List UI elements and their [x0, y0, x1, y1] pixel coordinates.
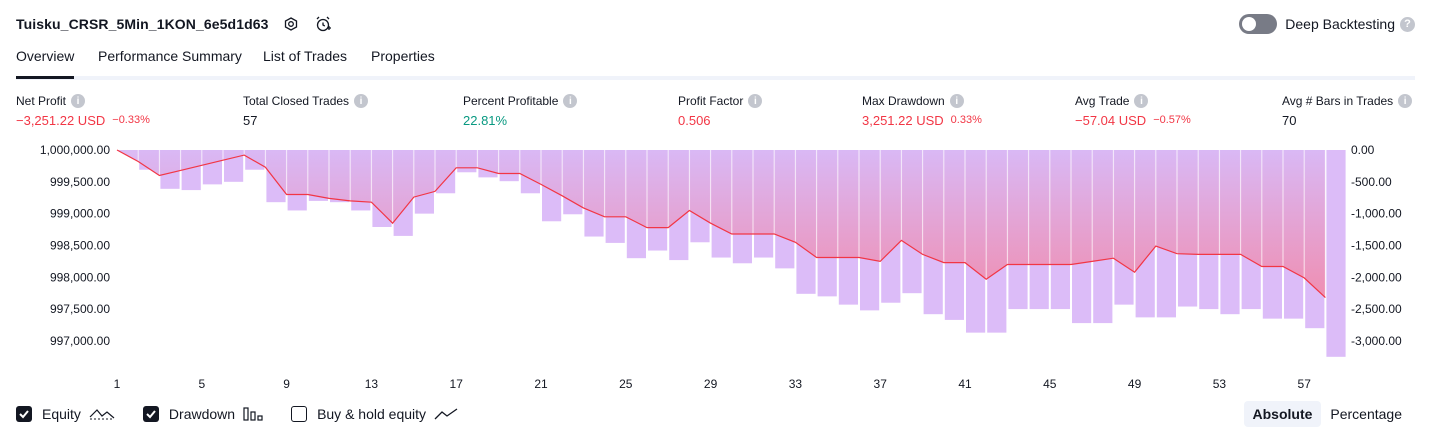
metric-avg-bars: Avg # Bars in Trades i 70	[1282, 92, 1413, 130]
right-tick-label: -1,000.00	[1351, 207, 1402, 221]
left-tick-label: 997,000.00	[50, 334, 110, 348]
metrics-row: Net Profit i −3,251.22 USD −0.33% Total Cl…	[0, 92, 1431, 132]
metric-label: Total Closed Trades	[243, 94, 350, 108]
deep-backtesting: Deep Backtesting ?	[1239, 12, 1415, 36]
metric-max-drawdown: Max Drawdown i 3,251.22 USD 0.33%	[862, 92, 982, 130]
tab-properties[interactable]: Properties	[371, 48, 435, 64]
equity-area	[117, 150, 1326, 298]
metric-value: 22.81%	[463, 112, 508, 128]
info-icon[interactable]: i	[563, 94, 578, 108]
metric-value: −57.04 USD	[1075, 112, 1147, 128]
deep-backtesting-toggle[interactable]	[1239, 14, 1278, 34]
right-tick-label: -2,000.00	[1351, 270, 1402, 284]
info-icon[interactable]: i	[354, 94, 369, 108]
right-tick-label: -500.00	[1351, 175, 1392, 189]
strategy-title: Tuisku_CRSR_5Min_1KON_6e5d1d63	[16, 16, 269, 32]
drawdown-bar	[1326, 150, 1346, 357]
x-axis: 1 5 9 13 17 21 25 29 33 37 41 45 49 53 57	[114, 377, 1312, 390]
left-tick-label: 1,000,000.00	[40, 143, 110, 157]
info-icon[interactable]: i	[71, 94, 86, 108]
right-axis: 0.00 -500.00 -1,000.00 -1,500.00 -2,000.00 -2…	[1351, 143, 1402, 348]
x-tick-label: 17	[450, 377, 464, 390]
metric-label: Avg # Bars in Trades	[1282, 94, 1394, 108]
left-axis: 1,000,000.00 999,500.00 999,000.00 998,500.…	[40, 143, 110, 348]
tab-overview[interactable]: Overview	[16, 48, 75, 79]
metric-net-profit: Net Profit i −3,251.22 USD −0.33%	[16, 92, 150, 130]
tab-performance-summary[interactable]: Performance Summary	[98, 48, 242, 64]
metric-percent-profitable: Percent Profitable i 22.81%	[463, 92, 578, 130]
metric-percent: −0.33%	[112, 114, 150, 126]
right-tick-label: -3,000.00	[1351, 334, 1402, 348]
legend-label: Equity	[42, 406, 81, 422]
left-tick-label: 998,500.00	[50, 238, 110, 252]
equity-series	[116, 149, 1326, 299]
tab-list-of-trades[interactable]: List of Trades	[263, 48, 348, 64]
x-tick-label: 45	[1043, 377, 1057, 390]
chart-legend: Equity Drawdown Buy & hold equity	[16, 403, 486, 425]
help-icon[interactable]: ?	[1400, 16, 1415, 32]
right-tick-label: -2,500.00	[1351, 302, 1402, 316]
deep-backtesting-label: Deep Backtesting	[1285, 16, 1395, 32]
info-icon[interactable]: i	[949, 94, 964, 108]
x-tick-label: 33	[789, 377, 803, 390]
toggle-knob	[1242, 17, 1257, 31]
metric-label: Profit Factor	[678, 94, 744, 108]
x-tick-label: 53	[1213, 377, 1227, 390]
metric-value: 3,251.22 USD	[862, 112, 944, 128]
x-tick-label: 1	[114, 377, 121, 390]
metric-value: −3,251.22 USD	[16, 112, 106, 128]
x-tick-label: 57	[1298, 377, 1312, 390]
x-tick-label: 25	[619, 377, 633, 390]
mode-percentage-button[interactable]: Percentage	[1330, 406, 1402, 422]
x-tick-label: 29	[704, 377, 718, 390]
equity-drawdown-chart[interactable]: 1,000,000.00 999,500.00 999,000.00 998,500.…	[0, 140, 1431, 390]
checkbox-checked-icon[interactable]	[16, 406, 32, 422]
x-tick-label: 37	[874, 377, 888, 390]
info-icon[interactable]: i	[748, 94, 763, 108]
checkbox-unchecked-icon[interactable]	[291, 406, 308, 422]
report-header: Tuisku_CRSR_5Min_1KON_6e5d1d63	[16, 12, 333, 36]
right-tick-label: 0.00	[1351, 143, 1375, 157]
left-tick-label: 999,500.00	[50, 175, 110, 189]
metric-avg-trade: Avg Trade i −57.04 USD −0.57%	[1075, 92, 1191, 130]
alert-add-icon[interactable]	[313, 14, 333, 34]
x-tick-label: 21	[534, 377, 548, 390]
x-tick-label: 9	[283, 377, 290, 390]
legend-buy-hold[interactable]: Buy & hold equity	[291, 406, 458, 422]
right-tick-label: -1,500.00	[1351, 238, 1402, 252]
info-icon[interactable]: i	[1398, 94, 1413, 108]
info-icon[interactable]: i	[1134, 94, 1149, 108]
x-tick-label: 41	[958, 377, 972, 390]
metric-value: 70	[1282, 112, 1297, 128]
metric-value: 57	[243, 112, 258, 128]
left-tick-label: 997,500.00	[50, 302, 110, 316]
left-tick-label: 998,000.00	[50, 270, 110, 284]
drawdown-bars-icon	[243, 406, 263, 422]
metric-label: Max Drawdown	[862, 94, 945, 108]
legend-equity[interactable]: Equity	[16, 406, 115, 422]
metric-total-closed-trades: Total Closed Trades i 57	[243, 92, 369, 130]
metric-label: Percent Profitable	[463, 94, 559, 108]
metric-profit-factor: Profit Factor i 0.506	[678, 92, 763, 130]
metric-label: Net Profit	[16, 94, 67, 108]
x-tick-label: 49	[1128, 377, 1142, 390]
report-tabs: Overview Performance Summary List of Tra…	[16, 44, 1415, 80]
mode-absolute-button[interactable]: Absolute	[1243, 401, 1322, 427]
metric-label: Avg Trade	[1075, 94, 1130, 108]
x-tick-label: 13	[365, 377, 379, 390]
equity-line-icon	[89, 407, 115, 421]
metric-value: 0.506	[678, 112, 711, 128]
equity-line	[116, 149, 1326, 299]
buy-hold-line-icon	[434, 407, 458, 421]
legend-drawdown[interactable]: Drawdown	[142, 406, 263, 422]
metric-percent: −0.57%	[1153, 114, 1191, 126]
metric-percent: 0.33%	[950, 114, 982, 126]
legend-label: Buy & hold equity	[317, 406, 427, 422]
settings-gear-icon[interactable]	[281, 14, 301, 34]
value-mode-switch: Absolute Percentage	[1243, 401, 1412, 427]
checkbox-checked-icon[interactable]	[142, 406, 159, 422]
x-tick-label: 5	[198, 377, 205, 390]
legend-label: Drawdown	[168, 406, 236, 422]
left-tick-label: 999,000.00	[50, 207, 110, 221]
